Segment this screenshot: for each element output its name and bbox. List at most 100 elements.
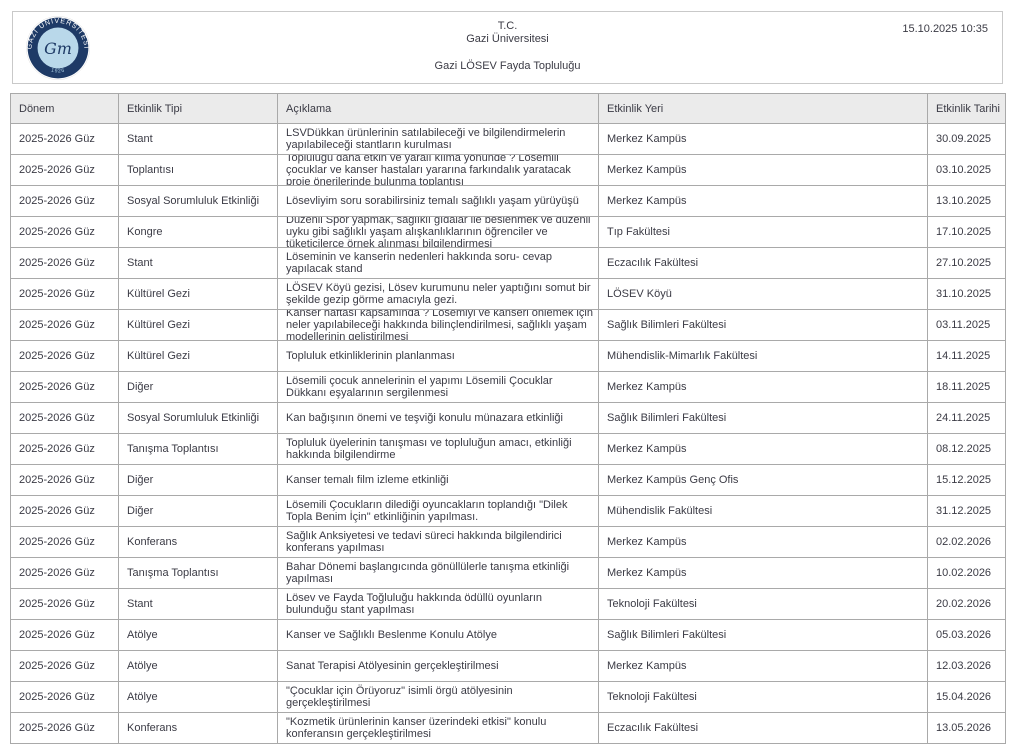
col-header-etkinlik-tipi: Etkinlik Tipi [118,93,278,124]
cell-aciklama: Lösevliyim soru sorabilirsiniz temalı sa… [277,185,599,217]
cell-etkinlik-yeri: Merkez Kampüs [598,526,928,558]
title-university: Gazi Üniversitesi [466,33,549,45]
cell-aciklama: Topluluk etkinliklerinin planlanması [277,340,599,372]
cell-aciklama: Lösemili çocuk annelerinin el yapımı Lös… [277,371,599,403]
cell-etkinlik-yeri: Eczacılık Fakültesi [598,712,928,744]
col-header-etkinlik-yeri: Etkinlik Yeri [598,93,928,124]
cell-donem: 2025-2026 Güz [10,402,119,434]
table-row: 2025-2026 Güz Atölye Sanat Terapisi Atölye… [10,650,1006,682]
cell-etkinlik-yeri: Mühendislik-Mimarlık Fakültesi [598,340,928,372]
cell-etkinlik-yeri: Merkez Kampüs [598,433,928,465]
cell-etkinlik-tarihi: 20.02.2026 [927,588,1006,620]
cell-donem: 2025-2026 Güz [10,588,119,620]
cell-donem: 2025-2026 Güz [10,433,119,465]
cell-aciklama: "Çocuklar için Örüyoruz" isimli örgü atö… [277,681,599,713]
cell-etkinlik-tipi: Atölye [118,650,278,682]
cell-etkinlik-tipi: Diğer [118,464,278,496]
cell-etkinlik-tarihi: 02.02.2026 [927,526,1006,558]
cell-etkinlik-tarihi: 31.12.2025 [927,495,1006,527]
title-tc: T.C. [497,20,518,32]
table-row: 2025-2026 Güz Tanışma Toplantısı Bahar Dön… [10,557,1006,589]
cell-etkinlik-tipi: Kültürel Gezi [118,340,278,372]
table-row: 2025-2026 Güz Kongre Düzenli Spor yapmak, … [10,216,1006,248]
col-header-donem: Dönem [10,93,119,124]
cell-aciklama: Lösemili Çocukların dilediği oyuncakları… [277,495,599,527]
cell-etkinlik-tipi: Sosyal Sorumluluk Etkinliği [118,402,278,434]
table-row: 2025-2026 Güz Kültürel Gezi LÖSEV Köyü gez… [10,278,1006,310]
svg-text:1926: 1926 [50,68,65,75]
cell-etkinlik-tarihi: 12.03.2026 [927,650,1006,682]
cell-etkinlik-yeri: Merkez Kampüs [598,371,928,403]
cell-etkinlik-tarihi: 10.02.2026 [927,557,1006,589]
cell-etkinlik-yeri: Teknoloji Fakültesi [598,588,928,620]
table-row: 2025-2026 Güz Atölye "Çocuklar için Örüyor… [10,681,1006,713]
cell-donem: 2025-2026 Güz [10,712,119,744]
table-row: 2025-2026 Güz Konferans "Kozmetik ürünleri… [10,712,1006,744]
cell-etkinlik-tipi: Kültürel Gezi [118,278,278,310]
cell-etkinlik-tarihi: 03.10.2025 [927,154,1006,186]
cell-aciklama: LÖSEV Köyü gezisi, Lösev kurumunu neler … [277,278,599,310]
cell-etkinlik-tarihi: 08.12.2025 [927,433,1006,465]
table-row: 2025-2026 Güz Stant LSVDükkan ürünlerinin … [10,123,1006,155]
cell-aciklama: Topluluğu daha etkin ve yaralı kılma yön… [277,154,599,186]
cell-aciklama: Sağlık Anksiyetesi ve tedavi süreci hakk… [277,526,599,558]
cell-etkinlik-tipi: Tanışma Toplantısı [118,433,278,465]
cell-etkinlik-yeri: Teknoloji Fakültesi [598,681,928,713]
logo-monogram: Gm [44,39,72,58]
cell-etkinlik-yeri: Merkez Kampüs [598,154,928,186]
table-row: 2025-2026 Güz Tanışma Toplantısı Topluluk … [10,433,1006,465]
cell-donem: 2025-2026 Güz [10,371,119,403]
cell-etkinlik-tarihi: 31.10.2025 [927,278,1006,310]
col-header-aciklama: Açıklama [277,93,599,124]
cell-aciklama: Kan bağışının önemi ve teşviği konulu mü… [277,402,599,434]
cell-etkinlik-yeri: Merkez Kampüs [598,123,928,155]
cell-etkinlik-tipi: Konferans [118,712,278,744]
cell-aciklama: Lösev ve Fayda Toğluluğu hakkında ödüllü… [277,588,599,620]
cell-etkinlik-tarihi: 17.10.2025 [927,216,1006,248]
cell-etkinlik-tipi: Konferans [118,526,278,558]
cell-etkinlik-yeri: Sağlık Bilimleri Fakültesi [598,309,928,341]
cell-aciklama: Kanser temalı film izleme etkinliği [277,464,599,496]
cell-etkinlik-tarihi: 30.09.2025 [927,123,1006,155]
cell-donem: 2025-2026 Güz [10,123,119,155]
events-table-body: 2025-2026 Güz Stant LSVDükkan ürünlerinin … [10,123,1006,744]
report-header: GAZİ ÜNİVERSİTESİ 1926 Gm T.C. Gazi Üniv… [12,11,1003,84]
cell-etkinlik-tipi: Tanışma Toplantısı [118,557,278,589]
cell-etkinlik-tarihi: 05.03.2026 [927,619,1006,651]
cell-etkinlik-tipi: Stant [118,588,278,620]
cell-etkinlik-tipi: Atölye [118,619,278,651]
gazi-university-logo-icon: GAZİ ÜNİVERSİTESİ 1926 Gm [26,16,90,80]
cell-etkinlik-tipi: Stant [118,247,278,279]
cell-etkinlik-tarihi: 18.11.2025 [927,371,1006,403]
cell-etkinlik-yeri: Merkez Kampüs [598,185,928,217]
cell-etkinlik-tipi: Toplantısı [118,154,278,186]
cell-donem: 2025-2026 Güz [10,154,119,186]
cell-etkinlik-tarihi: 13.05.2026 [927,712,1006,744]
cell-etkinlik-tipi: Atölye [118,681,278,713]
cell-donem: 2025-2026 Güz [10,526,119,558]
table-row: 2025-2026 Güz Diğer Lösemili çocuk anneler… [10,371,1006,403]
cell-donem: 2025-2026 Güz [10,557,119,589]
table-row: 2025-2026 Güz Stant Lösev ve Fayda Toğlulu… [10,588,1006,620]
table-row: 2025-2026 Güz Kültürel Gezi Kanser haftası… [10,309,1006,341]
table-row: 2025-2026 Güz Diğer Lösemili Çocukların di… [10,495,1006,527]
report-timestamp: 15.10.2025 10:35 [902,23,988,35]
cell-etkinlik-yeri: Mühendislik Fakültesi [598,495,928,527]
cell-aciklama: Bahar Dönemi başlangıcında gönüllülerle … [277,557,599,589]
cell-etkinlik-tarihi: 14.11.2025 [927,340,1006,372]
cell-aciklama: Sanat Terapisi Atölyesinin gerçekleştiri… [277,650,599,682]
table-row: 2025-2026 Güz Sosyal Sorumluluk Etkinliği… [10,402,1006,434]
cell-etkinlik-yeri: Merkez Kampüs Genç Ofis [598,464,928,496]
table-row: 2025-2026 Güz Toplantısı Topluluğu daha et… [10,154,1006,186]
col-header-etkinlik-tarihi: Etkinlik Tarihi [927,93,1006,124]
cell-etkinlik-yeri: Merkez Kampüs [598,557,928,589]
cell-donem: 2025-2026 Güz [10,278,119,310]
cell-donem: 2025-2026 Güz [10,185,119,217]
cell-donem: 2025-2026 Güz [10,681,119,713]
cell-etkinlik-tarihi: 03.11.2025 [927,309,1006,341]
cell-etkinlik-yeri: Sağlık Bilimleri Fakültesi [598,619,928,651]
cell-donem: 2025-2026 Güz [10,247,119,279]
cell-etkinlik-yeri: Eczacılık Fakültesi [598,247,928,279]
cell-etkinlik-yeri: Tıp Fakültesi [598,216,928,248]
cell-etkinlik-tipi: Diğer [118,371,278,403]
